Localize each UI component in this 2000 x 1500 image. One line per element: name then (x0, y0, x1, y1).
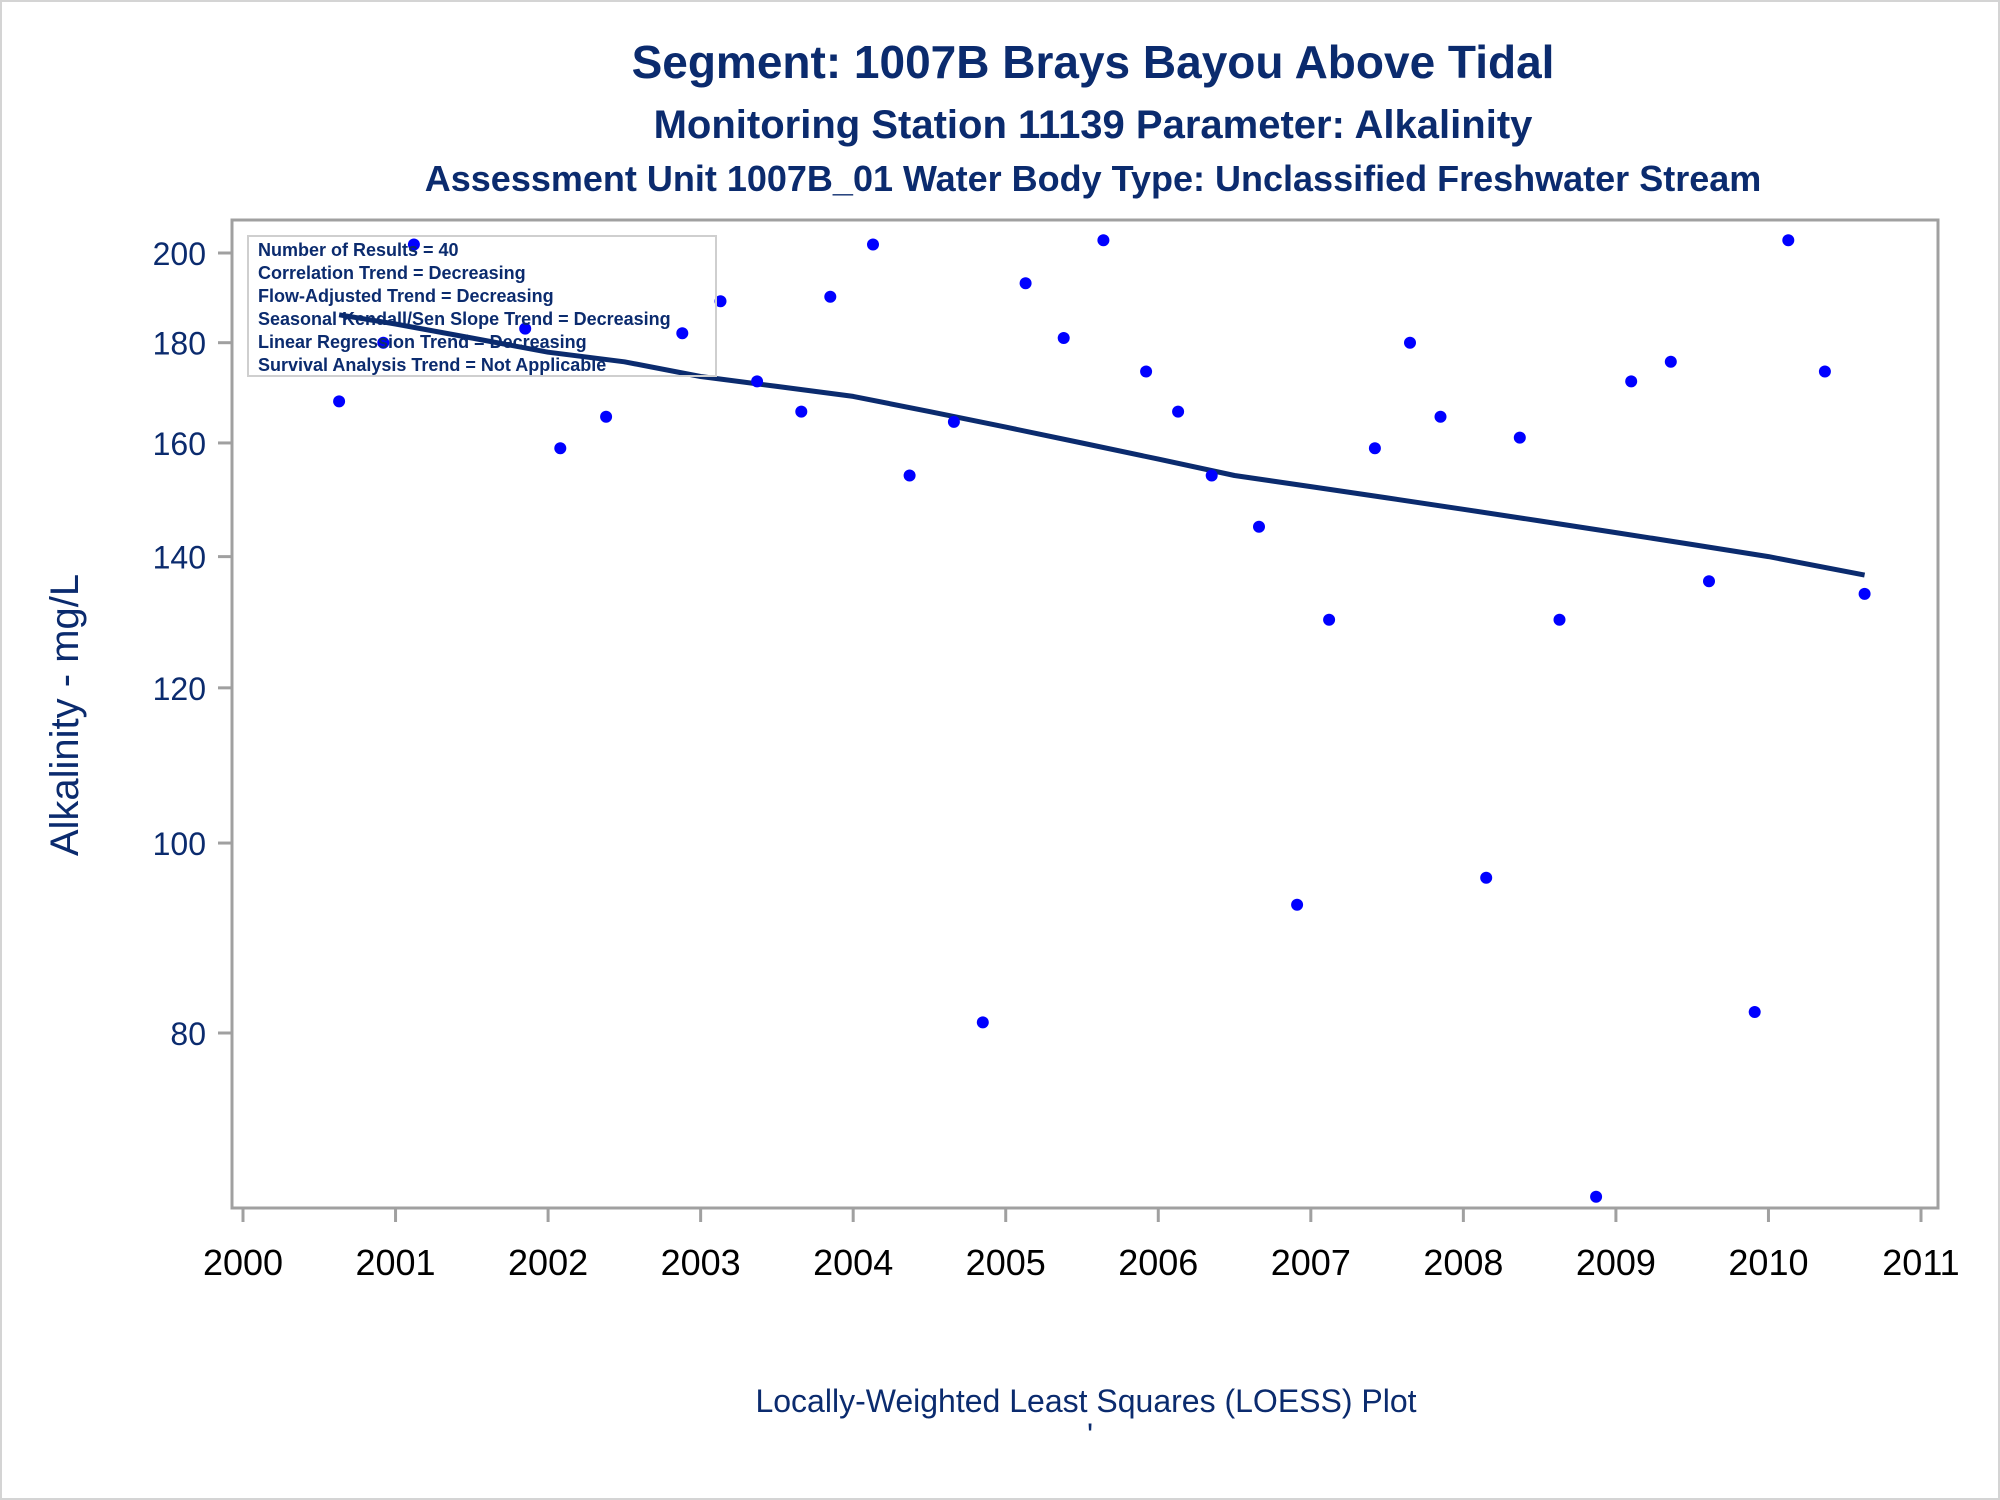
y-tick-label-140: 140 (153, 540, 206, 576)
stats-number-of-results: Number of Results = 40 (258, 240, 459, 260)
data-point (824, 290, 837, 303)
data-point (751, 375, 764, 388)
data-point (377, 336, 390, 349)
x-tick-label-2005: 2005 (966, 1242, 1046, 1283)
stats-seasonal-kendall-trend: Seasonal Kendall/Sen Slope Trend = Decre… (258, 309, 671, 329)
data-point (1480, 871, 1493, 884)
data-point (1858, 587, 1871, 600)
x-tick-label-2000: 2000 (203, 1242, 283, 1283)
data-point (1205, 469, 1218, 482)
x-tick-label-2010: 2010 (1728, 1242, 1808, 1283)
stats-survival-analysis-trend: Survival Analysis Trend = Not Applicable (258, 355, 606, 375)
footnote-mark: ' (1087, 1417, 1093, 1453)
x-tick-label-2011: 2011 (1882, 1242, 1959, 1283)
data-point (600, 410, 613, 423)
y-axis: 80 100 120 140 160 180 200 (153, 236, 232, 1052)
x-tick-label-2009: 2009 (1576, 1242, 1656, 1283)
chart-subtitle-2: Assessment Unit 1007B_01 Water Body Type… (425, 158, 1762, 199)
y-axis-label: Alkalinity - mg/L (43, 574, 87, 856)
x-tick-label-2008: 2008 (1423, 1242, 1503, 1283)
data-point (1291, 898, 1304, 911)
y-tick-label-200: 200 (153, 236, 206, 272)
data-point (1019, 277, 1032, 290)
data-point (1664, 355, 1677, 368)
data-point (1172, 405, 1185, 418)
data-point (1625, 375, 1638, 388)
data-point (1590, 1190, 1603, 1203)
stats-flow-adjusted-trend: Flow-Adjusted Trend = Decreasing (258, 286, 554, 306)
data-point (554, 442, 567, 455)
data-point (1368, 442, 1381, 455)
data-point (407, 238, 420, 251)
y-tick-label-120: 120 (153, 671, 206, 707)
stats-box-border (247, 235, 717, 377)
data-point (714, 295, 727, 308)
stats-box: Number of Results = 40 Correlation Trend… (247, 235, 717, 377)
data-point (1553, 613, 1566, 626)
x-tick-label-2006: 2006 (1118, 1242, 1198, 1283)
chart-title: Segment: 1007B Brays Bayou Above Tidal (632, 36, 1555, 88)
x-tick-label-2001: 2001 (355, 1242, 435, 1283)
x-tick-label-2007: 2007 (1271, 1242, 1351, 1283)
data-point (1782, 234, 1795, 247)
data-point (519, 322, 532, 335)
data-point (1140, 365, 1153, 378)
data-point (1323, 613, 1336, 626)
y-tick-label-100: 100 (153, 826, 206, 862)
y-tick-label-180: 180 (153, 326, 206, 362)
data-point (1513, 431, 1526, 444)
data-point (867, 238, 879, 251)
data-point (1818, 365, 1831, 378)
data-point (333, 395, 346, 408)
x-tick-label-2002: 2002 (508, 1242, 588, 1283)
data-point (1404, 336, 1416, 349)
loess-line-layer (338, 312, 1866, 578)
scatter-points (333, 234, 1871, 1203)
data-point (976, 1016, 989, 1029)
data-point (795, 405, 808, 418)
stats-linear-regression-trend: Linear Regression Trend = Decreasing (258, 332, 587, 352)
x-axis: 2000 2001 2002 2003 2004 2005 2006 2007 2008 2009… (203, 1208, 1960, 1283)
x-tick-label-2003: 2003 (661, 1242, 741, 1283)
y-tick-label-160: 160 (153, 426, 206, 462)
chart-subtitle: Monitoring Station 11139 Parameter: Alka… (654, 103, 1534, 147)
y-tick-label-80: 80 (170, 1016, 206, 1052)
data-point (1748, 1006, 1761, 1018)
x-tick-label-2004: 2004 (813, 1242, 893, 1283)
footnote: Locally-Weighted Least Squares (LOESS) P… (755, 1383, 1416, 1419)
loess-line (338, 312, 1866, 578)
plot-area-frame (230, 218, 1940, 1210)
data-point (1434, 410, 1447, 423)
data-point (1253, 520, 1265, 533)
data-point (1703, 575, 1715, 588)
data-point (1097, 234, 1110, 247)
data-point (1057, 332, 1070, 344)
stats-correlation-trend: Correlation Trend = Decreasing (258, 263, 526, 283)
data-point (903, 469, 916, 482)
data-point (947, 415, 960, 428)
data-point (676, 327, 689, 340)
